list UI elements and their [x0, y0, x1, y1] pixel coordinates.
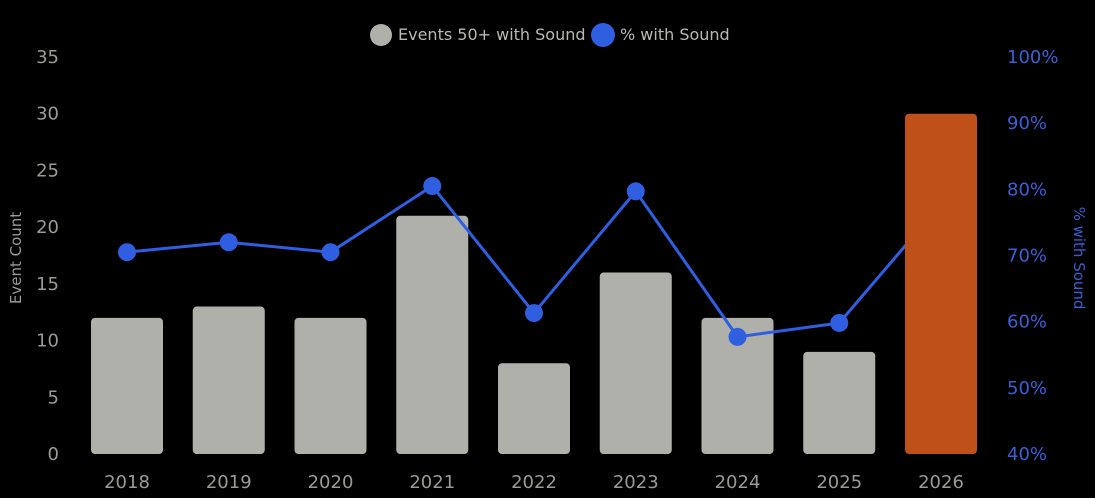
- bar-2019: [192, 306, 265, 454]
- percent-point-2023: [626, 182, 645, 201]
- percent-point-2020: [321, 243, 340, 262]
- x-tick-label: 2024: [715, 472, 761, 493]
- bar-2023: [599, 272, 672, 454]
- bar-2022: [498, 363, 570, 454]
- percent-point-2022: [525, 304, 543, 323]
- y-right-tick-label: 80%: [1007, 179, 1047, 200]
- y-tick-label: 10: [36, 331, 59, 352]
- y-right-tick-label: 40%: [1007, 444, 1047, 465]
- bar-2026-front: [905, 113, 977, 454]
- legend: Events 50+ with Sound % with Sound: [370, 23, 730, 47]
- y-axis-title: Event Count: [7, 212, 25, 304]
- x-tick-label: 2021: [409, 472, 455, 493]
- y-axis-left-ticks: 0 5 10 15 20 25 30 35: [36, 47, 59, 465]
- x-tick-label: 2018: [104, 472, 150, 493]
- y-tick-label: 15: [36, 274, 59, 295]
- x-tick-label: 2019: [206, 472, 252, 493]
- x-tick-label: 2020: [308, 472, 354, 493]
- bar-2021: [396, 215, 469, 454]
- bars: [91, 215, 876, 454]
- y-right-tick-label: 50%: [1007, 378, 1047, 399]
- y-tick-label: 35: [36, 47, 59, 68]
- x-tick-label: 2023: [613, 472, 659, 493]
- y-tick-label: 30: [36, 104, 59, 125]
- y-tick-label: 5: [48, 387, 59, 408]
- y-right-tick-label: 60%: [1007, 312, 1047, 333]
- bar-2020: [294, 317, 367, 454]
- x-axis-ticks: 2018 2019 2020 2021 2022 2023 2024 2025 2026: [104, 472, 964, 493]
- y-tick-label: 25: [36, 160, 59, 181]
- bar-2025: [803, 351, 876, 454]
- y-right-tick-label: 70%: [1007, 246, 1047, 267]
- y-right-tick-label: 90%: [1007, 113, 1047, 134]
- y-axis-right-title: % with Sound: [1070, 207, 1088, 310]
- percent-point-2025: [830, 313, 849, 332]
- bar-2018: [91, 317, 163, 454]
- legend-swatch-percent: [591, 23, 615, 47]
- legend-label-events: Events 50+ with Sound: [398, 25, 586, 44]
- percent-point-2019: [219, 233, 238, 252]
- y-tick-label: 0: [48, 444, 59, 465]
- bar-2024: [701, 317, 774, 454]
- y-axis-right-ticks: 40% 50% 60% 70% 80% 90% 100%: [1007, 47, 1058, 465]
- legend-label-percent: % with Sound: [620, 25, 730, 44]
- x-tick-label: 2026: [918, 472, 964, 493]
- y-tick-label: 20: [36, 217, 59, 238]
- percent-point-2021: [423, 177, 442, 196]
- x-tick-label: 2025: [816, 472, 862, 493]
- percent-point-2024: [728, 327, 747, 346]
- y-right-tick-label: 100%: [1007, 47, 1058, 68]
- percent-point-2018: [118, 243, 136, 262]
- legend-swatch-events: [370, 24, 392, 46]
- x-tick-label: 2022: [511, 472, 557, 493]
